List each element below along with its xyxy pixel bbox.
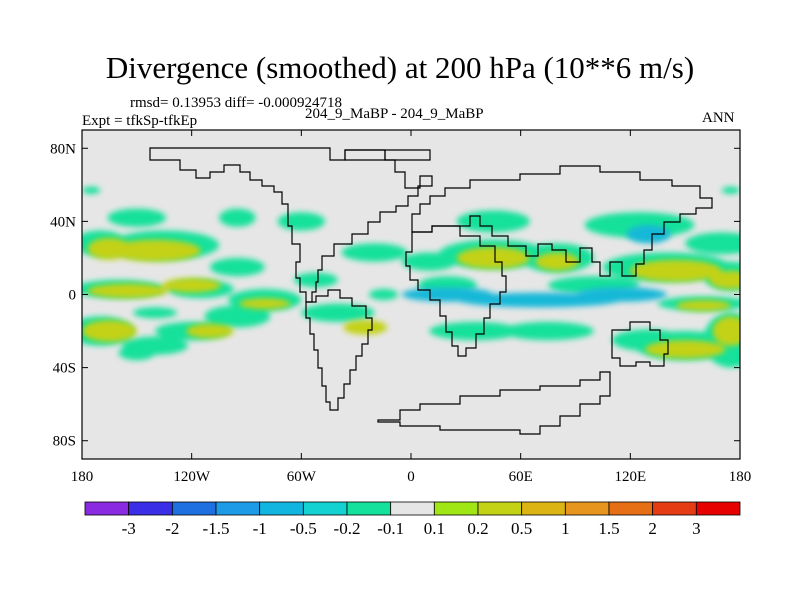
colorbar-label: 1 xyxy=(561,519,570,538)
y-tick-label: 40S xyxy=(53,361,76,377)
stats-text: rmsd= 0.13953 diff= -0.000924718 xyxy=(130,95,343,111)
field-blob xyxy=(456,246,530,269)
field-blob xyxy=(82,186,101,194)
experiment-label: Expt = tfkSp-tfkEp xyxy=(82,113,198,129)
x-tick-label: 60E xyxy=(509,469,533,485)
coast-africa xyxy=(405,225,507,357)
colorbar-label: -2 xyxy=(165,519,179,538)
colorbar-swatch xyxy=(259,501,304,516)
field-blob xyxy=(162,278,221,293)
field-blob xyxy=(575,287,667,302)
field-blob xyxy=(341,243,408,262)
colorbar-label: -0.5 xyxy=(290,519,317,538)
x-tick-label: 120W xyxy=(173,469,211,485)
colorbar-label: 1.5 xyxy=(598,519,619,538)
colorbar-swatch xyxy=(652,501,697,516)
colorbar-label: -1 xyxy=(253,519,267,538)
colorbar-label: 0.5 xyxy=(511,519,532,538)
field-blob xyxy=(626,225,671,244)
y-tick-label: 80N xyxy=(50,141,76,157)
field-blob xyxy=(456,210,530,233)
colorbar-swatch xyxy=(608,501,654,516)
coastlines xyxy=(149,147,713,435)
field-blob xyxy=(82,320,137,343)
coast-australia xyxy=(611,321,669,367)
field-blob xyxy=(219,208,256,227)
field-blob xyxy=(721,186,740,194)
field-blob xyxy=(535,252,580,271)
x-tick-label: 0 xyxy=(407,469,415,485)
field-blob xyxy=(209,257,265,277)
field-blob xyxy=(277,212,326,231)
x-tick-label: 180 xyxy=(71,469,94,485)
colorbar-swatch xyxy=(433,501,479,516)
field-blob xyxy=(239,298,291,310)
field-blob xyxy=(107,208,167,227)
coast-eurasia xyxy=(411,165,713,277)
colorbar-swatch xyxy=(302,501,348,516)
field-blob xyxy=(712,316,740,346)
field-blob xyxy=(87,283,168,299)
colorbar-swatch xyxy=(695,501,741,516)
case-label: 204_9_MaBP - 204_9_MaBP xyxy=(305,106,484,122)
colorbar-swatch xyxy=(390,501,435,516)
colorbar-swatch xyxy=(477,501,523,516)
coast-greenland xyxy=(344,149,431,161)
colorbar-swatch xyxy=(84,501,130,516)
season-label: ANN xyxy=(702,110,735,126)
field-blob xyxy=(685,232,740,255)
field-blob xyxy=(186,323,234,339)
colorbar-label: 3 xyxy=(692,519,701,538)
coast-south-america xyxy=(305,289,373,411)
colorbar-swatch xyxy=(564,501,610,516)
field-blob xyxy=(502,321,594,341)
field-blob xyxy=(204,305,271,328)
field-blob xyxy=(343,320,388,335)
colorbar-label: -0.2 xyxy=(334,519,361,538)
x-tick-label: 60W xyxy=(287,469,317,485)
x-tick-label: 120E xyxy=(614,469,646,485)
coast-north-america xyxy=(149,147,433,303)
colorbar-swatch xyxy=(128,501,173,516)
field-blob xyxy=(118,345,156,361)
colorbar-label: -0.1 xyxy=(377,519,404,538)
field-blob xyxy=(109,239,201,262)
colorbar-swatch xyxy=(346,501,392,516)
axes: 180 120W 60W 0 60E 120E 180 80N 40N 0 40S 80S xyxy=(50,130,751,485)
colorbar-swatch xyxy=(215,501,261,516)
colorbar-swatch xyxy=(521,501,566,516)
colorbar-label: 0.1 xyxy=(424,519,445,538)
divergence-field xyxy=(82,186,740,368)
field-blob xyxy=(301,303,375,322)
x-tick-label: 180 xyxy=(729,469,752,485)
coast-antarctica xyxy=(377,371,611,435)
colorbar-label: -3 xyxy=(122,519,136,538)
field-blob xyxy=(294,272,338,288)
y-tick-label: 40N xyxy=(50,214,76,230)
field-blob xyxy=(708,270,740,290)
field-blob xyxy=(630,259,722,282)
field-blob xyxy=(676,299,731,311)
colorbar-label: 0.2 xyxy=(467,519,488,538)
colorbar-label: -1.5 xyxy=(203,519,230,538)
series-0 xyxy=(82,237,740,359)
field-blob xyxy=(368,289,399,300)
field-blob xyxy=(133,307,178,319)
chart-title: Divergence (smoothed) at 200 hPa (10**6 … xyxy=(105,50,695,85)
field-blob xyxy=(644,340,726,359)
colorbar: -3 -2 -1.5 -1 -0.5 -0.2 -0.1 0.1 0.2 0.5 1 1.5 2 3 xyxy=(84,501,741,538)
y-tick-label: 80S xyxy=(53,434,76,450)
y-tick-label: 0 xyxy=(69,288,77,304)
colorbar-label: 2 xyxy=(648,519,657,538)
colorbar-swatch xyxy=(171,501,217,516)
